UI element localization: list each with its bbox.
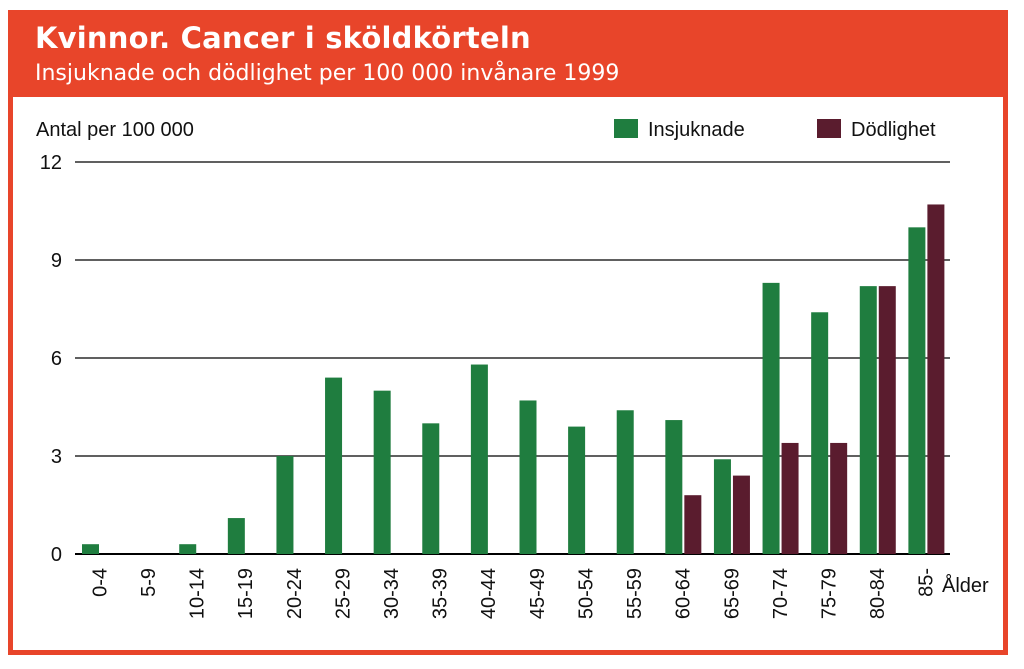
y-tick-label: 0	[51, 544, 62, 566]
x-tick-label: 60-64	[673, 568, 695, 619]
bar-insjuknade	[762, 282, 780, 554]
x-tick-label: 25-29	[332, 568, 354, 619]
chart-frame: Kvinnor. Cancer i sköldkörteln Insjuknad…	[8, 10, 1008, 655]
x-tick-label: 70-74	[770, 568, 792, 619]
y-tick-label: 12	[40, 152, 62, 174]
bar-dodlighet	[927, 204, 945, 554]
bar-insjuknade	[325, 377, 343, 554]
bar-insjuknade	[811, 312, 829, 554]
bar-insjuknade	[616, 410, 634, 554]
bar-insjuknade	[568, 426, 586, 554]
bar-dodlighet	[878, 286, 896, 554]
legend-label-insjuknade: Insjuknade	[648, 119, 745, 141]
y-axis-label: Antal per 100 000	[36, 119, 194, 141]
bar-insjuknade	[422, 423, 440, 554]
bar-insjuknade	[227, 518, 245, 554]
x-tick-label: 45-49	[527, 568, 549, 619]
y-tick-label: 9	[51, 250, 62, 272]
x-tick-label: 20-24	[284, 568, 306, 619]
x-tick-label: 5-9	[138, 568, 160, 597]
bar-insjuknade	[665, 420, 683, 554]
bar-insjuknade	[713, 459, 731, 554]
bar-insjuknade	[859, 286, 877, 554]
x-tick-label: 85-	[916, 568, 938, 597]
chart-title: Kvinnor. Cancer i sköldkörteln	[35, 21, 531, 55]
legend-label-dodlighet: Dödlighet	[851, 119, 936, 141]
bar-insjuknade	[82, 544, 99, 554]
x-tick-label: 35-39	[430, 568, 452, 619]
bar-dodlighet	[732, 475, 750, 554]
bar-dodlighet	[830, 442, 848, 554]
bar-insjuknade	[519, 400, 537, 554]
legend-swatch-dodlighet	[817, 119, 841, 138]
bars	[82, 204, 945, 555]
x-tick-label: 50-54	[575, 568, 597, 619]
y-tick-label: 3	[51, 446, 62, 468]
y-tick-label: 6	[51, 348, 62, 370]
x-tick-labels: 0-4 5-9 10-14 15-19 20-24 25-29 30-34 35-39 40-4…	[89, 568, 937, 619]
x-tick-label: 30-34	[381, 568, 403, 619]
x-tick-label: 10-14	[187, 568, 209, 619]
y-tick-labels: 0 3 6 9 12	[40, 152, 62, 566]
chart-header: Kvinnor. Cancer i sköldkörteln Insjuknad…	[13, 15, 1003, 97]
bar-insjuknade	[179, 544, 197, 554]
bar-insjuknade	[373, 390, 391, 554]
x-axis-label: Ålder	[942, 574, 989, 597]
x-tick-label: 0-4	[89, 568, 111, 597]
x-tick-label: 40-44	[478, 568, 500, 619]
bar-insjuknade	[276, 456, 294, 554]
chart-subtitle: Insjuknade och dödlighet per 100 000 inv…	[35, 61, 620, 86]
x-tick-label: 80-84	[867, 568, 889, 619]
bar-insjuknade	[908, 227, 926, 555]
bar-dodlighet	[684, 495, 702, 554]
grid-lines	[75, 161, 950, 555]
x-tick-label: 65-69	[721, 568, 743, 619]
x-tick-label: 75-79	[818, 568, 840, 619]
legend-swatch-insjuknade	[614, 119, 638, 138]
bar-dodlighet	[781, 442, 799, 554]
x-tick-label: 15-19	[235, 568, 257, 619]
x-tick-label: 55-59	[624, 568, 646, 619]
bar-insjuknade	[470, 364, 488, 554]
legend: Insjuknade Dödlighet	[614, 119, 936, 141]
